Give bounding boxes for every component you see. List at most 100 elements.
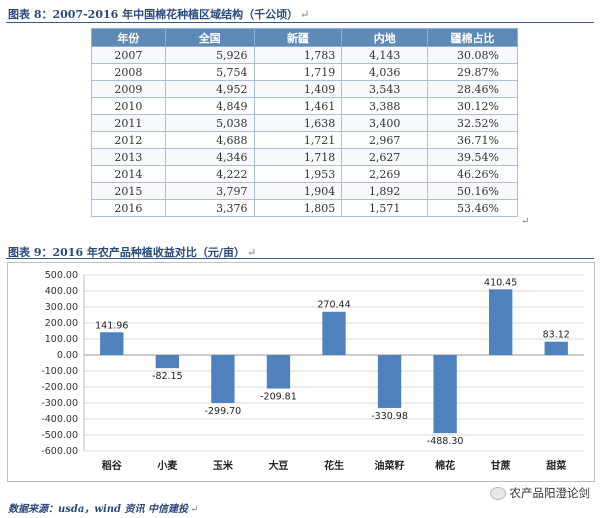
table-row: 2016 3,376 1,805 1,571 53.46% [91,199,518,217]
x-category-label: 花生 [324,459,344,472]
table-row: 2012 4,688 1,721 2,967 36.71% [91,131,518,149]
data-source-note: 数据来源：usda，wind 资讯 中信建投 ↵ [8,500,198,515]
bar [100,332,124,355]
y-tick-label: -200.00 [41,382,78,393]
wechat-watermark: 农产品阳澄论剑 [489,485,591,501]
bar [544,341,568,355]
figure9-title-rule [6,258,594,259]
table-row: 2014 4,222 1,953 2,269 46.26% [91,165,518,183]
table-cell: 2008 [91,63,166,81]
table-cell: 1,409 [253,80,343,98]
table-cell: 1,892 [341,182,429,200]
chart-category-labels: 稻谷 小麦 玉米 大豆 花生 油菜籽 棉花 甘蔗 甜菜 [102,459,567,472]
bar [155,355,179,369]
table-cell: 4,688 [164,131,255,149]
table-header-row: 年份 全国 新疆 内地 疆棉占比 [91,28,518,47]
y-tick-label: 0.00 [57,350,78,361]
table-cell: 1,783 [253,46,343,64]
table-cell: 1,904 [253,182,343,200]
figure9-title: 图表 9：2016 年农产品种植收益对比（元/亩） ↵ [8,244,256,260]
table-cell: 5,754 [164,63,255,81]
bar-value-label: 270.44 [317,300,350,311]
x-category-label: 油菜籽 [375,459,405,472]
y-tick-label: 200.00 [45,318,78,329]
x-category-label: 小麦 [156,459,178,472]
source-text: 数据来源：usda，wind 资讯 中信建投 [8,504,189,515]
table-row: 2010 4,849 1,461 3,388 30.12% [91,97,518,115]
table-cell: 2,627 [341,148,429,166]
table-cell: 1,805 [253,199,343,217]
table-header-cell: 新疆 [253,28,343,47]
table-cell: 3,376 [164,199,255,217]
chart-value-labels: 141.96 -82.15 -299.70 -209.81 270.44 -330.98 -… [95,277,570,447]
table-cell: 2007 [91,46,166,64]
watermark-text: 农产品阳澄论剑 [509,486,591,500]
table-row: 2013 4,346 1,718 2,627 39.54% [91,148,518,166]
x-category-label: 大豆 [268,459,288,472]
figure8-title: 图表 8：2007-2016 年中国棉花种植区域结构（千公顷） ↵ [8,6,309,22]
paragraph-mark: ↵ [246,246,257,259]
bar-value-label: -82.15 [152,371,183,382]
bar [489,289,513,355]
table-cell: 3,797 [164,182,255,200]
table-row: 2015 3,797 1,904 1,892 50.16% [91,182,518,200]
bar-value-label: -488.30 [427,436,464,447]
y-tick-label: -600.00 [41,446,78,457]
table-cell: 5,926 [164,46,255,64]
table-cell: 36.71% [427,131,518,149]
table-header-cell: 内地 [341,28,429,47]
y-tick-label: -100.00 [41,366,78,377]
table-cell: 4,849 [164,97,255,115]
data-table: 年份 全国 新疆 内地 疆棉占比 2007 5,926 1,783 4,143 30.08% 20… [91,28,518,217]
chart-bars [100,289,568,434]
paragraph-mark: ↵ [300,8,310,21]
table-cell: 30.08% [427,46,518,64]
chart-y-axis: 500.00 400.00 300.00 200.00 100.00 0.00 -100.0… [41,270,85,457]
y-tick-label: 100.00 [45,334,78,345]
bar-value-label: -209.81 [260,392,297,403]
y-tick-label: -300.00 [41,398,78,409]
bar [266,355,291,389]
y-tick-label: -400.00 [41,414,78,425]
table-cell: 3,543 [341,80,429,98]
bar [433,355,457,434]
table-cell: 5,038 [164,114,255,132]
table-cell: 2015 [91,182,166,200]
table-cell: 1,719 [253,63,343,81]
table-cell: 1,571 [341,199,429,217]
table-cell: 1,638 [253,114,343,132]
table-cell: 1,718 [253,148,343,166]
figure8-title-rule [6,22,594,23]
table-cell: 2016 [91,199,166,217]
y-tick-label: 400.00 [45,286,78,297]
table-cell: 2,967 [341,131,429,149]
table-cell: 1,461 [253,97,343,115]
x-category-label: 甘蔗 [491,459,511,472]
table-cell: 4,952 [164,80,255,98]
table-cell: 32.52% [427,114,518,132]
bar [377,355,402,408]
y-tick-label: 300.00 [45,302,78,313]
table-cell: 2013 [91,148,166,166]
bar-value-label: -299.70 [205,406,242,417]
x-category-label: 稻谷 [102,459,123,472]
table-cell: 50.16% [427,182,518,200]
paragraph-mark: ↵ [190,504,199,515]
table-cell: 28.46% [427,80,518,98]
bar-value-label: 83.12 [543,330,570,341]
table-cell: 30.12% [427,97,518,115]
cotton-area-table: 年份 全国 新疆 内地 疆棉占比 2007 5,926 1,783 4,143 30.08% 20… [91,28,529,227]
table-cell: 2010 [91,97,166,115]
wechat-icon [489,486,506,500]
table-cell: 1,953 [253,165,343,183]
table-row: 2009 4,952 1,409 3,543 28.46% [91,80,518,98]
table-header-cell: 疆棉占比 [427,28,518,47]
table-cell: 46.26% [427,165,518,183]
table-cell: 53.46% [427,199,518,217]
table-cell: 4,143 [341,46,429,64]
bar-value-label: 141.96 [95,320,128,331]
x-category-label: 甜菜 [546,459,567,472]
table-row: 2007 5,926 1,783 4,143 30.08% [91,46,518,64]
table-header-cell: 全国 [164,28,255,47]
figure8-title-text: 图表 8：2007-2016 年中国棉花种植区域结构（千公顷） [8,8,299,21]
